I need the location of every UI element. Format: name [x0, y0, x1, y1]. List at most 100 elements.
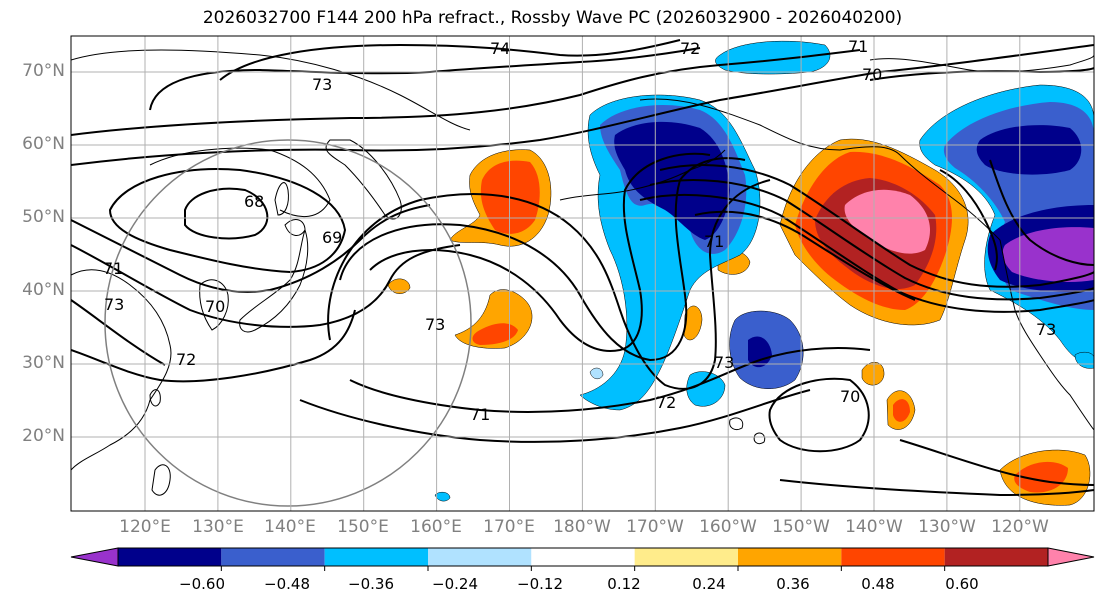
colorbar-segment [634, 548, 738, 566]
lon-label-140w: 140°W [845, 517, 903, 537]
contour-71-south [299, 389, 811, 443]
anomaly-negative-north-america-core [976, 125, 1082, 175]
colorbar-segment [738, 548, 842, 566]
colorbar-tick-label: 0.12 [607, 575, 641, 593]
contour-label: 72 [680, 39, 700, 58]
map-title: 2026032700 F144 200 hPa refract., Rossby… [202, 8, 903, 28]
contour-south-east-2 [779, 479, 1094, 497]
contour-label: 71 [848, 37, 868, 56]
lon-label-130w: 130°W [918, 517, 976, 537]
contour-label: 74 [490, 39, 510, 58]
contour-label: 71 [470, 405, 490, 424]
anomaly-positive-gulf-alaska-peak [844, 189, 930, 254]
contour-label: 71 [103, 259, 123, 278]
contour-72-north [71, 49, 861, 136]
colorbar-segment [531, 548, 635, 566]
contour-label: 73 [312, 75, 332, 94]
anomaly-positive-mexico-core [1014, 461, 1068, 493]
refractivity-contours [71, 39, 1094, 497]
colorbar-segment [428, 548, 532, 566]
lat-label-20: 20°N [22, 426, 65, 446]
colorbar-tick-label: −0.24 [432, 575, 478, 593]
contour-label: 73 [1036, 320, 1056, 339]
colorbar-segment [221, 548, 325, 566]
contour-70-west [71, 204, 431, 293]
colorbar-segment [841, 548, 945, 566]
plot-area: 74 72 71 70 73 68 69 71 73 70 72 73 72 7… [71, 36, 1094, 511]
contour-label: 73 [104, 295, 124, 314]
coast-alaska [639, 98, 1001, 241]
colorbar-tick-label: 0.48 [861, 575, 895, 593]
contour-label: 70 [205, 297, 225, 316]
contour-72-west [71, 299, 166, 366]
contour-label: 68 [244, 192, 264, 211]
lat-label-70: 70°N [22, 61, 65, 81]
contour-68 [184, 187, 269, 240]
contour-71-central [327, 179, 771, 390]
coast-korea [199, 279, 229, 331]
contour-label-group: 74 72 71 70 73 68 69 71 73 70 72 73 72 7… [103, 37, 1056, 424]
coast-east-asia [71, 269, 172, 471]
contour-label: 71 [704, 232, 724, 251]
contour-70-north [869, 67, 1094, 81]
colorbar-tick-label: −0.12 [517, 575, 563, 593]
colorbar-tick-label: 0.36 [776, 575, 810, 593]
lon-label-170w: 170°W [626, 517, 684, 537]
contour-gulf-2 [649, 179, 1094, 301]
contour-south-east [899, 439, 1094, 486]
contour-na-1 [989, 159, 1094, 266]
colorbar-extend-min [70, 547, 119, 567]
contour-gulf-5 [939, 169, 998, 271]
contour-70-south [768, 377, 870, 453]
coast-sakhalin [274, 182, 289, 216]
anomaly-positive-subtropic-core [893, 399, 910, 422]
reference-circle [104, 139, 472, 507]
contour-73-central [369, 152, 711, 352]
lat-label-30: 30°N [22, 353, 65, 373]
coast-hawaii [729, 417, 766, 445]
lon-label-160e: 160°E [410, 517, 462, 537]
anomaly-negative-north-america-peak [1002, 227, 1094, 283]
contour-gulf-1 [659, 164, 1094, 288]
contour-gulf-4 [694, 210, 916, 301]
colorbar-tick-label: −0.48 [264, 575, 310, 593]
colorbar-frame [117, 547, 1049, 567]
contour-71-west [71, 244, 461, 328]
coast-philippines [151, 464, 171, 496]
contour-label: 69 [322, 228, 342, 247]
plot-frame [70, 35, 1095, 512]
colorbar-segment [118, 548, 222, 566]
gridlines [71, 36, 1094, 511]
coast-okhotsk [149, 147, 331, 218]
contour-73-west [71, 309, 356, 383]
anomaly-negative-tiny [434, 491, 451, 502]
anomaly-negative-south [686, 371, 726, 407]
contour-74 [219, 39, 681, 81]
colorbar-segment [324, 548, 428, 566]
anomaly-positive-small-1 [387, 278, 411, 294]
colorbar-segment [944, 548, 1048, 566]
lon-label-170e: 170°E [483, 517, 535, 537]
lon-label-140e: 140°E [264, 517, 316, 537]
lon-label-150e: 150°E [337, 517, 389, 537]
lon-label-180w: 180°W [553, 517, 611, 537]
lon-label-160w: 160°W [699, 517, 757, 537]
lon-label-130e: 130°E [192, 517, 244, 537]
contour-label: 70 [862, 65, 882, 84]
contour-label: 73 [425, 315, 445, 334]
lat-label-40: 40°N [22, 280, 65, 300]
contour-72-south [349, 347, 871, 413]
lon-label-120w: 120°W [991, 517, 1049, 537]
colorbar-tick-label: −0.60 [179, 575, 225, 593]
contour-gulf-3 [639, 194, 1094, 313]
colorbar-extend-max [1047, 547, 1095, 567]
contour-label: 70 [840, 387, 860, 406]
colorbar-tick-label: 0.24 [692, 575, 726, 593]
colorbar-tick-label: 0.60 [945, 575, 979, 593]
anomaly-negative-subtropic-core [748, 336, 772, 368]
contour-69 [108, 168, 347, 274]
anomaly-positive-central-pacific-core [472, 323, 518, 345]
contour-label: 72 [656, 393, 676, 412]
contour-label: 73 [714, 353, 734, 372]
contour-71-north [71, 44, 1094, 166]
